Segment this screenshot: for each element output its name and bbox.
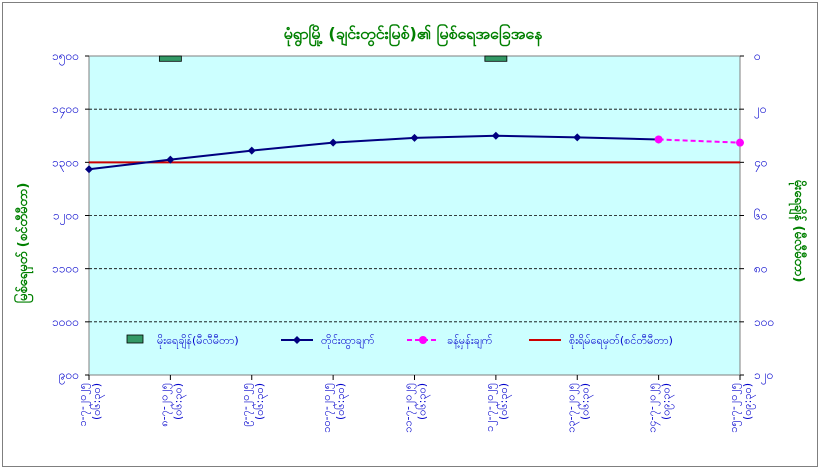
x-tick-time: (၀၆:၃၀): [253, 383, 268, 420]
x-tick-label: ၈-၇-၂၀၂၅ (၀၆:၃၀): [157, 383, 186, 427]
y-left-tick-label: ၉၀၀: [59, 368, 79, 385]
x-tick-date: ၁၂-၇-၂၀၂၅: [483, 383, 498, 432]
legend-label: စိုးရိမ်ရေမှတ်(စင်တီမီတာ): [569, 334, 673, 349]
x-tick-time: (၀၆:၃၀): [497, 383, 512, 420]
x-tick-label: ၁-၇-၂၀၂၅ (၀၆:၃၀): [76, 383, 105, 427]
x-tick-time: (၀၆:၃၀): [90, 383, 105, 420]
observed-point: [85, 165, 93, 174]
legend-label: တိုင်းထွာချက်: [321, 334, 375, 349]
forecast-line: [658, 138, 741, 144]
legend-label: ခန့်မှန်းချက်: [447, 334, 493, 349]
y-right-tick-label: ၁၀၀: [754, 315, 774, 329]
y-right-tick-label: ၀: [754, 49, 761, 63]
x-tick-date: ၉-၇-၂၀၂၅: [239, 383, 254, 427]
x-tick-date: ၁၁-၇-၂၀၂၅: [402, 383, 417, 433]
y-left-tick-label: ၁၁၀၀: [52, 262, 79, 276]
legend-label: မိုးရေချိန်(မီလီမီတာ): [157, 334, 239, 349]
y-left-tick-label: ၁၃၀၀: [52, 155, 79, 172]
x-tick-time: (၀၆:၃၀): [416, 383, 431, 420]
x-tick-date: ၁-၇-၂၀၂၅: [76, 383, 91, 427]
x-tick-date: ၁၄-၇-၂၀၂၅: [646, 383, 661, 433]
observed-point: [329, 138, 338, 147]
y-right-tick-label: ၂၀: [754, 102, 767, 119]
x-tick-label: ၁၅-၇-၂၀၂၅ (၀၉:၃၀): [727, 383, 756, 433]
x-tick-time: (၀၆:၃၀): [578, 383, 593, 420]
x-tick-label: ၁၂-၇-၂၀၂၅ (၀၆:၃၀): [483, 383, 512, 432]
y-right-tick-label: ၄၀: [754, 155, 768, 172]
y-axis-right-label: မိုးရေချိန် (မီလီမီတာ): [788, 180, 808, 283]
chart-title: မုံရွာမြို့ (ချင်းတွင်းမြစ်)၏ မြစ်ရေအခြေ…: [284, 23, 543, 47]
y-left-tick-label: ၁၅၀၀: [52, 49, 79, 66]
y-right-tick-label: ၁၂၀: [754, 368, 773, 385]
x-tick-label: ၁၀-၇-၂၀၂၅ (၀၆:၃၀): [320, 383, 349, 433]
legend-marker: [293, 336, 301, 344]
x-tick-date: ၈-၇-၂၀၂၅: [157, 383, 172, 427]
x-tick-time: (၀၆:၃၀): [171, 383, 186, 420]
chart-svg: မုံရွာမြို့ (ချင်းတွင်းမြစ်)၏ မြစ်ရေအခြေ…: [13, 23, 808, 433]
rainfall-bars: [158, 55, 508, 62]
observed-point: [491, 131, 500, 140]
rainfall-bar: [484, 55, 508, 62]
forecast-point: [654, 135, 663, 144]
x-tick-label: ၁၃-၇-၂၀၂၅ (၀၆:၃၀): [564, 383, 593, 433]
observed-point: [247, 146, 256, 155]
y-axis-left-label: မြစ်ရေမှတ် (စင်တီမီတာ): [13, 183, 34, 304]
x-tick-time: (၀၉:၃၀): [660, 383, 675, 420]
observed-point: [166, 155, 175, 164]
rainfall-bar: [158, 55, 182, 62]
observed-point: [573, 133, 582, 142]
x-tick-date: ၁၃-၇-၂၀၂၅: [564, 383, 579, 433]
water-level-lines: [85, 131, 744, 174]
y-left-tick-label: ၁၄၀၀: [52, 102, 79, 119]
y-right-tick-label: ၈၀: [754, 262, 768, 276]
y-left-tick-label: ၁၀၀၀: [52, 315, 79, 329]
x-tick-time: (၀၆:၃၀): [334, 383, 349, 420]
chart-legend: မိုးရေချိန်(မီလီမီတာ) တိုင်းထွာချက် ခန့်မှ…: [126, 334, 673, 349]
legend-swatch: [126, 334, 144, 344]
y-right-tick-label: ၆၀: [754, 208, 768, 223]
observed-line: [88, 134, 659, 171]
x-tick-date: ၁၅-၇-၂၀၂၅: [727, 383, 742, 433]
x-tick-label: ၁၁-၇-၂၀၂၅ (၀၆:၃၀): [402, 383, 431, 433]
x-tick-label: ၁၄-၇-၂၀၂၅ (၀၉:၃၀): [646, 383, 675, 433]
forecast-point: [736, 138, 744, 147]
y-left-tick-label: ၁၂၀၀: [53, 209, 79, 226]
x-tick-date: ၁၀-၇-၂၀၂၅: [320, 383, 335, 433]
observed-point: [410, 133, 419, 142]
legend-marker: [419, 336, 427, 344]
x-tick-label: ၉-၇-၂၀၂၅ (၀၆:၃၀): [239, 383, 268, 427]
x-tick-time: (၀၉:၃၀): [741, 383, 756, 420]
x-axis-ticks: ၁-၇-၂၀၂၅ (၀၆:၃၀) ၈-၇-၂၀၂၅ (၀၆:၃၀) ၉-၇-၂၀၂၅ (၀…: [76, 375, 756, 433]
